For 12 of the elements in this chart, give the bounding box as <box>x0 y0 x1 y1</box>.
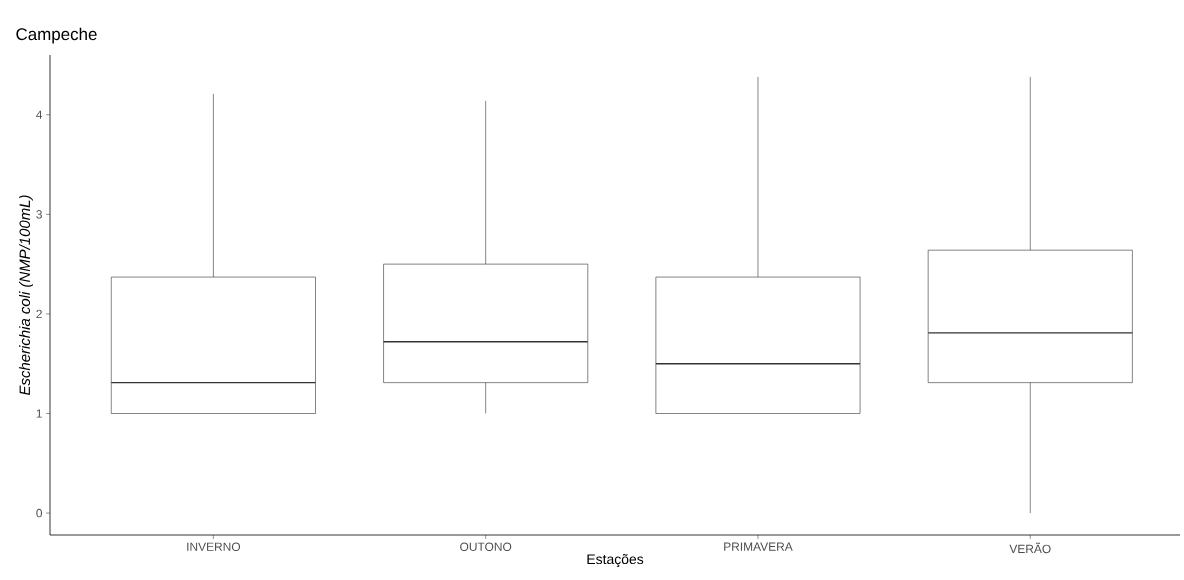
x-axis-title: Estações <box>587 553 644 567</box>
x-tick-label: OUTONO <box>460 542 512 551</box>
x-tick-label: INVERNO <box>187 542 241 551</box>
x-tick-label: PRIMAVERA <box>724 542 793 551</box>
chart-title: Campeche <box>16 27 97 44</box>
y-tick-label: 3 <box>36 210 42 219</box>
y-axis-title: Escherichia coli (NMP/100mL) <box>19 195 33 396</box>
x-tick-label: VERÃO <box>1009 542 1051 554</box>
y-tick-label: 4 <box>36 110 43 119</box>
y-tick-label: 1 <box>36 409 42 418</box>
y-tick-label: 2 <box>36 309 42 319</box>
y-tick-label: 0 <box>36 508 43 518</box>
